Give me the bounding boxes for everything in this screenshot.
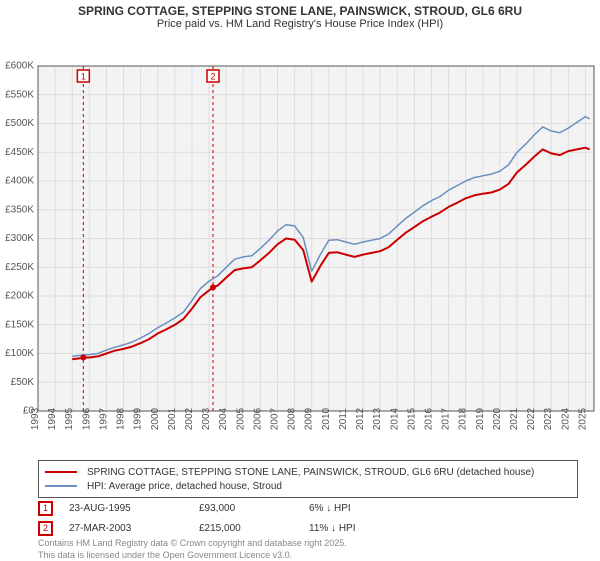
marker-row: 2 27-MAR-2003£215,00011% ↓ HPI xyxy=(38,518,399,538)
svg-text:£450K: £450K xyxy=(5,147,34,158)
price-chart: £0£50K£100K£150K£200K£250K£300K£350K£400… xyxy=(0,30,600,450)
svg-text:2: 2 xyxy=(211,72,216,82)
marker-row: 1 23-AUG-1995£93,0006% ↓ HPI xyxy=(38,498,399,518)
marker-date: 27-MAR-2003 xyxy=(69,523,199,534)
marker-table: 1 23-AUG-1995£93,0006% ↓ HPI 2 27-MAR-2003£… xyxy=(38,498,399,538)
svg-text:£50K: £50K xyxy=(11,377,35,388)
legend-item: HPI: Average price, detached house, Stro… xyxy=(45,479,571,493)
svg-text:£550K: £550K xyxy=(5,89,34,100)
svg-text:£350K: £350K xyxy=(5,204,34,215)
legend-swatch xyxy=(45,485,77,487)
svg-text:£300K: £300K xyxy=(5,233,34,244)
marker-number-box: 1 xyxy=(38,501,53,516)
svg-text:£250K: £250K xyxy=(5,262,34,273)
svg-text:£200K: £200K xyxy=(5,291,34,302)
marker-pct: 11% ↓ HPI xyxy=(309,523,399,534)
svg-text:£150K: £150K xyxy=(5,319,34,330)
svg-text:£100K: £100K xyxy=(5,348,34,359)
chart-title-block: SPRING COTTAGE, STEPPING STONE LANE, PAI… xyxy=(0,0,600,30)
legend: SPRING COTTAGE, STEPPING STONE LANE, PAI… xyxy=(38,460,578,498)
svg-text:£500K: £500K xyxy=(5,118,34,129)
svg-text:£600K: £600K xyxy=(5,61,34,72)
title-line2: Price paid vs. HM Land Registry's House … xyxy=(0,18,600,30)
marker-price: £93,000 xyxy=(199,503,309,514)
marker-pct: 6% ↓ HPI xyxy=(309,503,399,514)
marker-date: 23-AUG-1995 xyxy=(69,503,199,514)
title-line1: SPRING COTTAGE, STEPPING STONE LANE, PAI… xyxy=(0,4,600,18)
legend-label: HPI: Average price, detached house, Stro… xyxy=(87,481,282,492)
attribution: Contains HM Land Registry data © Crown c… xyxy=(38,538,347,561)
legend-item: SPRING COTTAGE, STEPPING STONE LANE, PAI… xyxy=(45,465,571,479)
attribution-line2: This data is licensed under the Open Gov… xyxy=(38,550,347,561)
svg-text:£400K: £400K xyxy=(5,176,34,187)
chart-region: £0£50K£100K£150K£200K£250K£300K£350K£400… xyxy=(0,30,600,450)
marker-price: £215,000 xyxy=(199,523,309,534)
attribution-line1: Contains HM Land Registry data © Crown c… xyxy=(38,538,347,550)
marker-number-box: 2 xyxy=(38,521,53,536)
legend-swatch xyxy=(45,471,77,473)
legend-label: SPRING COTTAGE, STEPPING STONE LANE, PAI… xyxy=(87,467,534,478)
svg-text:1: 1 xyxy=(81,72,86,82)
